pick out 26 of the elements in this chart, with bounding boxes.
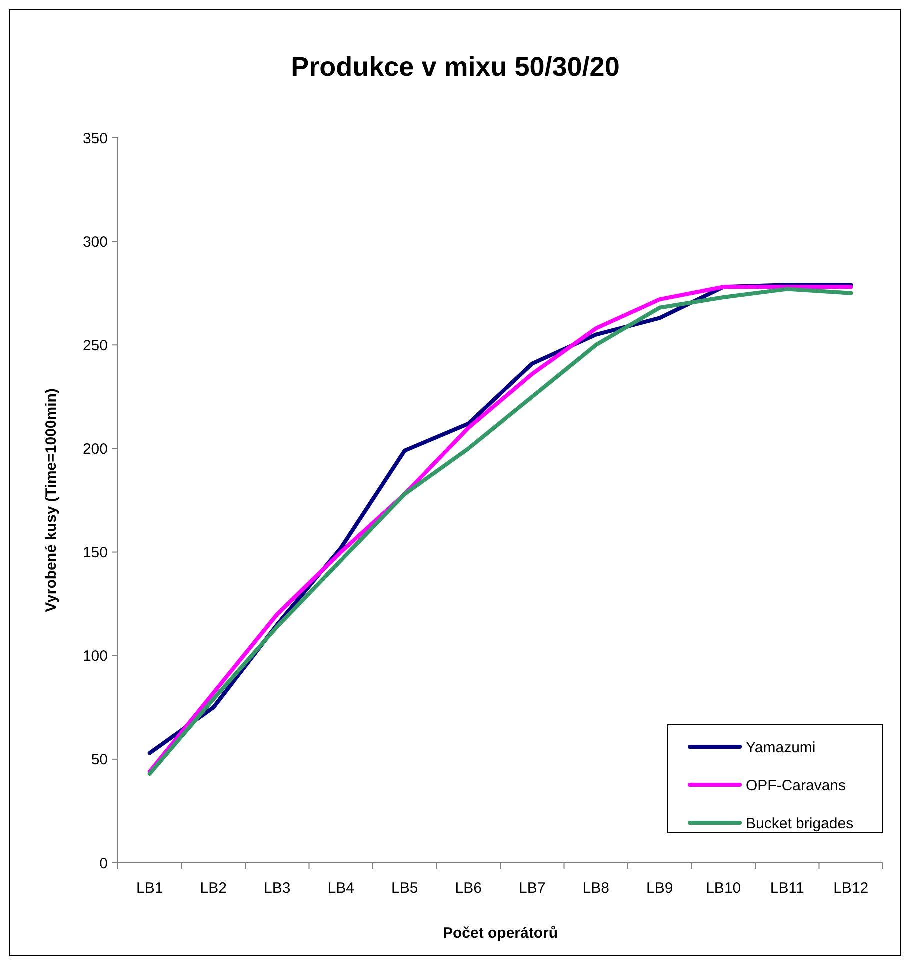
x-tick-label: LB5	[392, 880, 418, 897]
x-tick-label: LB1	[136, 880, 164, 897]
legend-label: Yamazumi	[746, 739, 816, 756]
y-tick-label: 50	[91, 752, 108, 769]
legend-label: OPF-Caravans	[746, 777, 846, 794]
y-tick-label: 0	[100, 855, 108, 872]
x-tick-label: LB7	[519, 880, 546, 897]
x-tick-label: LB9	[646, 880, 674, 897]
x-tick-label: LB4	[328, 880, 354, 897]
x-tick-label: LB2	[200, 880, 227, 897]
legend-label: Bucket brigades	[746, 815, 854, 832]
y-tick-label: 250	[82, 337, 108, 354]
x-tick-label: LB8	[582, 880, 610, 897]
x-tick-label: LB10	[706, 880, 742, 897]
y-tick-label: 150	[82, 544, 108, 562]
x-tick-label: LB12	[834, 880, 869, 897]
y-tick-label: 300	[82, 234, 108, 251]
y-tick-label: 200	[82, 440, 108, 458]
y-tick-label: 350	[82, 130, 108, 148]
chart-title: Produkce v mixu 50/30/20	[291, 52, 620, 82]
x-tick-label: LB6	[455, 880, 482, 897]
x-tick-label: LB3	[264, 880, 291, 897]
x-axis-title: Počet operátorů	[442, 925, 558, 942]
y-axis-title: Vyrobené kusy (Time=1000min)	[43, 388, 60, 612]
y-tick-label: 100	[82, 648, 108, 666]
x-tick-label: LB11	[770, 880, 804, 897]
